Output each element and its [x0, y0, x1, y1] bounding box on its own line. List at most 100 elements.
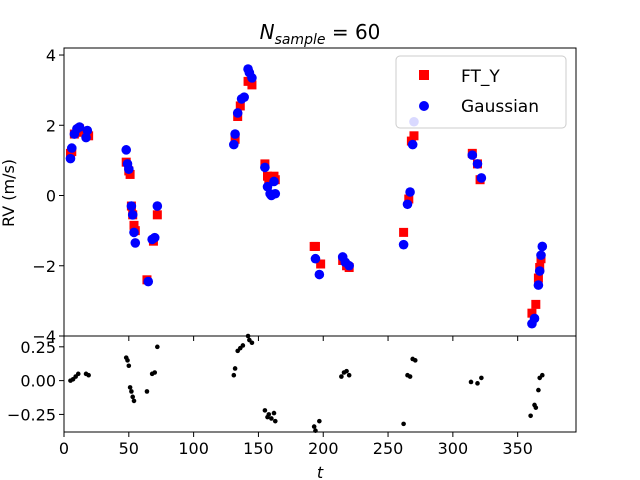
ft-y-point: [247, 80, 257, 90]
top-ytick-label: −4: [32, 327, 56, 346]
bottom-ytick-label: 0.00: [20, 372, 56, 391]
residual-point: [311, 424, 317, 429]
ft-y-point: [235, 101, 245, 111]
residual-point: [266, 412, 272, 417]
gaussian-point: [536, 250, 546, 261]
gaussian-point: [127, 210, 138, 220]
gaussian-point: [534, 266, 545, 276]
residual-point: [126, 363, 132, 369]
legend-marker-gaussian: [419, 101, 429, 111]
residual-point: [468, 379, 474, 385]
gaussian-point: [269, 176, 279, 187]
gaussian-point: [149, 232, 160, 243]
ft-y-point: [230, 134, 240, 144]
gaussian-point: [314, 269, 325, 280]
gaussian-point: [344, 260, 354, 271]
legend-frame: [395, 55, 567, 129]
bottom-panel: −0.25 0.00 0.25 0 50 100 150 200 250 300 350: [7, 333, 577, 458]
ft-y-point: [310, 241, 320, 251]
residual-point: [269, 416, 274, 421]
residual-point: [344, 368, 349, 374]
residual-point: [536, 387, 541, 393]
residual-point: [475, 381, 480, 386]
bottom-xtick-label: 150: [243, 439, 274, 458]
gaussian-point: [124, 164, 134, 174]
ft-y-point: [264, 175, 274, 185]
gaussian-point: [130, 238, 141, 248]
gaussian-point: [476, 173, 487, 183]
bottom-xtick-label: 50: [119, 439, 139, 458]
bottom-xtick-label: 250: [373, 439, 404, 458]
residual-point: [232, 366, 238, 371]
residual-point: [127, 385, 133, 390]
residual-point: [272, 418, 278, 424]
residual-point: [75, 371, 81, 377]
ft-y-point: [409, 131, 419, 141]
bottom-axes-frame: [63, 335, 577, 433]
gaussian-point: [121, 145, 132, 155]
bottom-xtick-label: 200: [308, 439, 339, 458]
legend-marker-ft-y: [419, 70, 429, 80]
ft-y-point: [316, 259, 326, 269]
residual-point: [339, 374, 344, 379]
top-ytick-label: −2: [32, 257, 56, 276]
residual-point: [346, 372, 352, 378]
gaussian-point: [239, 92, 249, 102]
gaussian-point: [65, 153, 76, 164]
residual-point: [479, 375, 484, 381]
residual-point: [262, 408, 268, 413]
gaussian-point: [529, 313, 540, 324]
ft-y-point: [399, 227, 409, 237]
bottom-xtick-label: 350: [502, 439, 533, 458]
legend: FT_Y Gaussian: [395, 55, 567, 129]
ft-y-point: [129, 220, 139, 230]
gaussian-point: [405, 187, 415, 197]
residual-point: [231, 372, 237, 378]
residual-point: [528, 413, 533, 419]
ft-y-point: [531, 299, 541, 309]
ft-y-point: [404, 194, 414, 204]
bottom-ytick-label: −0.25: [7, 405, 56, 424]
legend-label-ft-y: FT_Y: [461, 67, 500, 87]
top-ytick-label: 0: [46, 187, 56, 206]
ft-y-point: [125, 169, 135, 179]
residual-point: [130, 394, 135, 400]
residual-point: [407, 374, 413, 379]
ft-y-point: [533, 273, 543, 283]
residual-point: [249, 340, 255, 346]
gaussian-point: [126, 201, 137, 211]
gaussian-point: [230, 129, 240, 139]
top-ylabel: RV (m/s): [0, 159, 18, 227]
residual-point: [539, 372, 545, 378]
gaussian-point: [472, 159, 483, 169]
gaussian-point: [152, 201, 163, 211]
legend-label-gaussian: Gaussian: [461, 97, 539, 117]
top-panel: −4 −2 0 2 4: [32, 46, 577, 346]
title-subscript: sample: [275, 32, 326, 48]
top-ytick-label: 4: [46, 46, 56, 65]
gaussian-point: [129, 227, 139, 238]
residual-point: [240, 343, 246, 348]
top-ytick-label: 2: [46, 116, 56, 135]
gaussian-point: [310, 253, 321, 264]
gaussian-point: [229, 139, 239, 150]
gaussian-point: [232, 108, 243, 118]
gaussian-point: [467, 150, 478, 160]
residual-point: [533, 405, 539, 410]
residual-point: [401, 421, 406, 427]
residual-point: [129, 389, 134, 394]
residual-point: [271, 410, 277, 416]
gaussian-point: [398, 239, 409, 250]
bottom-xtick-label: 100: [178, 439, 209, 458]
residual-point: [412, 358, 418, 363]
gaussian-point: [533, 280, 544, 290]
ft-y-point: [152, 210, 162, 220]
chart-title: Nsample = 60: [260, 20, 381, 48]
gaussian-point: [74, 122, 85, 132]
bottom-xtick-label: 0: [59, 439, 69, 458]
gaussian-point: [270, 188, 281, 199]
residual-point: [125, 358, 130, 363]
gaussian-point: [82, 125, 93, 136]
gaussian-point: [66, 143, 77, 153]
